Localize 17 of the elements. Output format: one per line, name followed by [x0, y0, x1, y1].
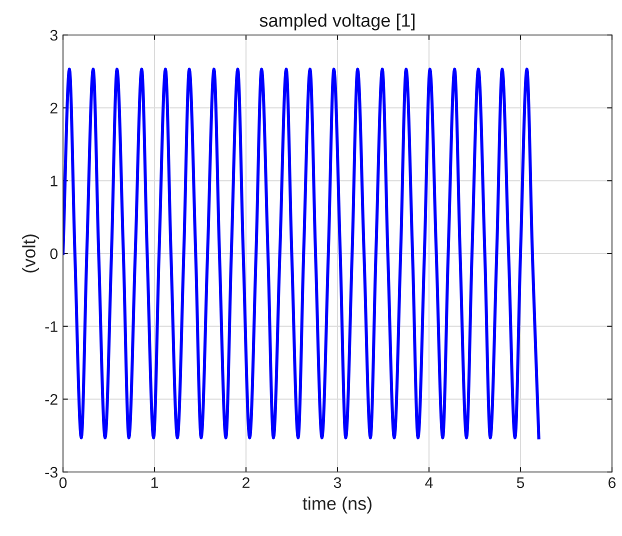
x-tick-label: 6 [608, 477, 616, 488]
x-tick-label: 2 [242, 477, 250, 488]
y-tick-label: -1 [45, 321, 58, 332]
y-tick-label: 0 [50, 248, 58, 260]
y-tick-label: 3 [50, 30, 58, 41]
y-tick-label: -3 [45, 466, 58, 478]
x-axis-title: time (ns) [302, 496, 372, 514]
y-tick-label: 2 [50, 102, 58, 114]
x-tick-label: 1 [151, 477, 158, 488]
x-tick-label: 4 [425, 477, 433, 488]
x-tick-label: 5 [516, 477, 524, 488]
y-axis-title: (volt) [22, 234, 39, 272]
x-tick-label: 3 [334, 477, 342, 488]
y-tick-label: 1 [50, 176, 58, 186]
chart-title: sampled voltage [1] [260, 14, 415, 30]
y-tick-label: -2 [45, 394, 58, 405]
x-tick-label: 0 [59, 477, 67, 488]
